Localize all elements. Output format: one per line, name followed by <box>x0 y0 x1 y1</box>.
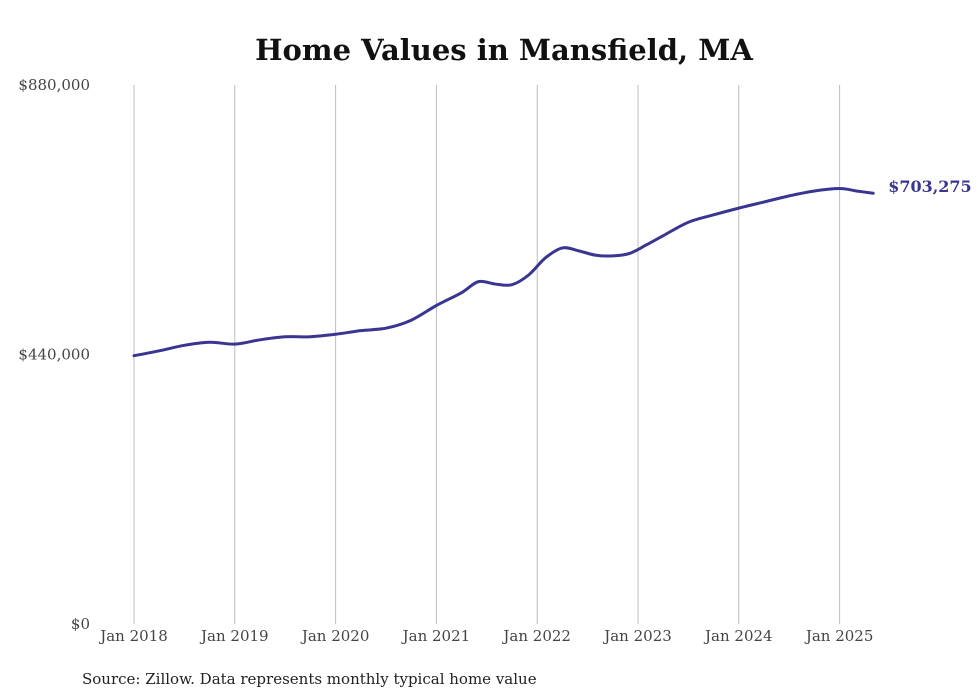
y-tick-label: $0 <box>71 615 90 633</box>
x-axis-tick-labels: Jan 2018 Jan 2019 Jan 2020 Jan 2021 Jan 2022… <box>98 627 873 645</box>
x-tick-label: Jan 2021 <box>401 627 471 645</box>
source-note: Source: Zillow. Data represents monthly … <box>82 670 537 688</box>
x-tick-label: Jan 2020 <box>300 627 370 645</box>
series-line <box>132 187 875 358</box>
y-tick-label: $440,000 <box>18 346 90 364</box>
x-tick-label: Jan 2018 <box>98 627 168 645</box>
chart-title: Home Values in Mansfield, MA <box>255 33 753 67</box>
x-tick-label: Jan 2025 <box>804 627 874 645</box>
x-tick-label: Jan 2023 <box>602 627 672 645</box>
x-tick-label: Jan 2022 <box>501 627 571 645</box>
x-tick-label: Jan 2024 <box>703 627 773 645</box>
y-tick-label: $880,000 <box>18 76 90 94</box>
series-layer <box>132 187 875 358</box>
x-tick-label: Jan 2019 <box>199 627 269 645</box>
vertical-gridlines <box>133 85 841 624</box>
end-value-label: $703,275 <box>888 177 972 196</box>
y-axis-tick-labels: $0 $440,000 $880,000 <box>18 76 90 633</box>
